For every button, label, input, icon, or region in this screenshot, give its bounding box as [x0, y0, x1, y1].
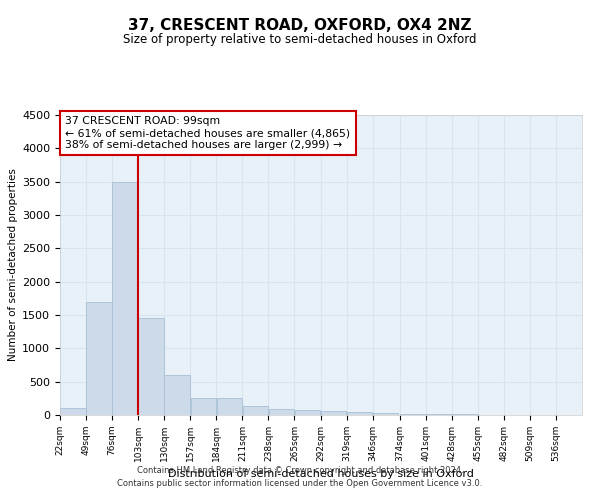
Bar	[295, 410, 320, 415]
Bar	[347, 412, 373, 415]
Bar	[191, 398, 216, 415]
Text: Size of property relative to semi-detached houses in Oxford: Size of property relative to semi-detach…	[123, 32, 477, 46]
Y-axis label: Number of semi-detached properties: Number of semi-detached properties	[8, 168, 18, 362]
Bar	[60, 408, 86, 415]
Bar	[86, 302, 112, 415]
Text: 37 CRESCENT ROAD: 99sqm
← 61% of semi-detached houses are smaller (4,865)
38% of: 37 CRESCENT ROAD: 99sqm ← 61% of semi-de…	[65, 116, 350, 150]
Bar	[112, 182, 138, 415]
Text: 37, CRESCENT ROAD, OXFORD, OX4 2NZ: 37, CRESCENT ROAD, OXFORD, OX4 2NZ	[128, 18, 472, 32]
Bar	[139, 318, 164, 415]
Bar	[269, 408, 294, 415]
Bar	[321, 412, 346, 415]
Bar	[217, 398, 242, 415]
X-axis label: Distribution of semi-detached houses by size in Oxford: Distribution of semi-detached houses by …	[168, 470, 474, 480]
Bar	[373, 412, 398, 415]
Bar	[452, 414, 478, 415]
Bar	[164, 375, 190, 415]
Bar	[242, 406, 268, 415]
Bar	[400, 414, 425, 415]
Text: Contains HM Land Registry data © Crown copyright and database right 2024.
Contai: Contains HM Land Registry data © Crown c…	[118, 466, 482, 487]
Bar	[426, 414, 451, 415]
